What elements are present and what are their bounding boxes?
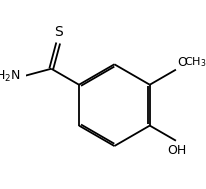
Text: OH: OH xyxy=(167,144,186,157)
Text: $\mathregular{H_2N}$: $\mathregular{H_2N}$ xyxy=(0,69,20,84)
Text: $\mathregular{CH_3}$: $\mathregular{CH_3}$ xyxy=(184,55,206,69)
Text: S: S xyxy=(54,25,63,39)
Text: O: O xyxy=(177,56,187,69)
